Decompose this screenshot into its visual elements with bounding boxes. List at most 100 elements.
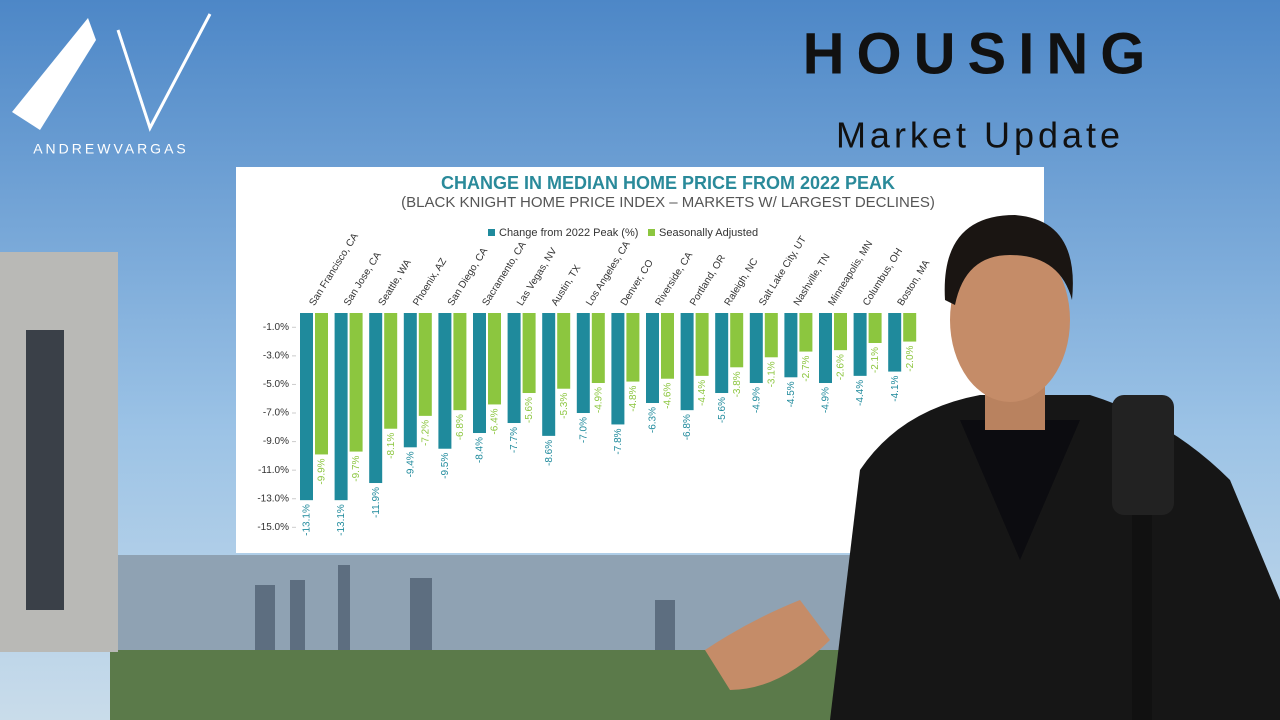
data-label: -4.1% [890,375,901,401]
headline-title: HOUSING [803,21,1158,86]
bar [591,313,605,384]
bar [473,313,486,434]
data-label: -4.9% [593,387,604,413]
data-label: -9.7% [351,455,362,481]
bar [300,313,313,501]
presenter [705,215,1280,720]
data-label: -9.9% [317,458,328,484]
bar [715,313,729,394]
data-label: -13.1% [302,504,313,536]
bar [626,313,640,382]
bar [349,313,363,452]
data-label: -7.0% [578,417,589,443]
y-tick-label: -9.0% [263,436,289,447]
brand-name: ANDREWVARGAS [33,141,189,157]
bar [418,313,432,416]
bar [611,313,625,425]
y-tick-label: -15.0% [257,522,289,533]
bar [868,313,882,344]
data-label: -2.1% [870,347,881,373]
bar [749,313,763,384]
data-label: -2.6% [836,354,847,380]
data-label: -5.3% [559,393,570,419]
bar [661,313,674,379]
data-label: -2.0% [905,345,916,371]
trees [110,650,930,720]
chart-title: CHANGE IN MEDIAN HOME PRICE FROM 2022 PE… [441,173,895,193]
bar [784,313,798,378]
data-label: -7.8% [613,428,624,454]
bar [334,313,348,501]
hand [705,600,830,690]
bar [522,313,536,394]
data-label: -5.6% [717,397,728,423]
towers [255,565,675,655]
hair [944,215,1073,305]
data-label: -13.1% [336,504,347,536]
data-label: -7.2% [420,420,431,446]
chart-subtitle: (BLACK KNIGHT HOME PRICE INDEX – MARKETS… [401,194,935,211]
data-label: -5.6% [524,397,535,423]
bar [888,313,902,372]
data-label: -4.9% [821,387,832,413]
data-label: -4.6% [663,383,674,409]
bar [576,313,590,414]
bar [507,313,521,424]
bar [369,313,383,484]
data-label: -4.4% [697,380,708,406]
y-tick-label: -13.0% [257,493,289,504]
legend-label: Seasonally Adjusted [659,227,758,239]
data-label: -11.9% [371,487,382,518]
y-tick-label: -5.0% [263,379,289,390]
data-label: -8.4% [475,437,486,463]
headline-subtitle: Market Update [836,115,1124,156]
bar [903,313,917,342]
logo-v [116,13,212,132]
bar [557,313,571,389]
y-tick-label: -11.0% [258,465,289,476]
legend-swatch [648,229,655,236]
bar [403,313,417,448]
bar [819,313,832,384]
data-label: -4.4% [855,380,866,406]
data-label: -8.6% [544,440,555,466]
bar [488,313,501,405]
bar [695,313,709,376]
shirt [960,420,1080,560]
data-label: -3.1% [766,361,777,387]
data-label: -7.7% [509,427,520,453]
bar [315,313,328,455]
bar [438,313,452,449]
legend-label: Change from 2022 Peak (%) [499,227,638,239]
data-label: -4.8% [628,385,639,411]
bar [799,313,813,352]
bar [764,313,778,358]
data-label: -3.8% [732,371,743,397]
data-label: -6.8% [682,414,693,440]
logo-a [12,18,96,130]
y-tick-label: -3.0% [263,351,289,362]
bar [384,313,398,429]
bar [834,313,847,351]
data-label: -9.4% [405,451,416,477]
microphone [1112,395,1174,515]
face [950,238,1070,402]
data-label: -6.8% [455,414,466,440]
data-label: -6.4% [490,408,501,434]
building-window [26,330,64,610]
data-label: -4.9% [751,387,762,413]
legend-swatch [488,229,495,236]
data-label: -8.1% [386,433,397,459]
bar [853,313,867,376]
y-tick-label: -1.0% [263,322,289,333]
mic-stand [1132,515,1152,720]
bar [542,313,556,436]
data-label: -2.7% [801,355,812,381]
bar [453,313,467,411]
y-tick-label: -7.0% [263,408,289,419]
bar [680,313,694,411]
bar [730,313,744,368]
data-label: -6.3% [648,407,659,433]
